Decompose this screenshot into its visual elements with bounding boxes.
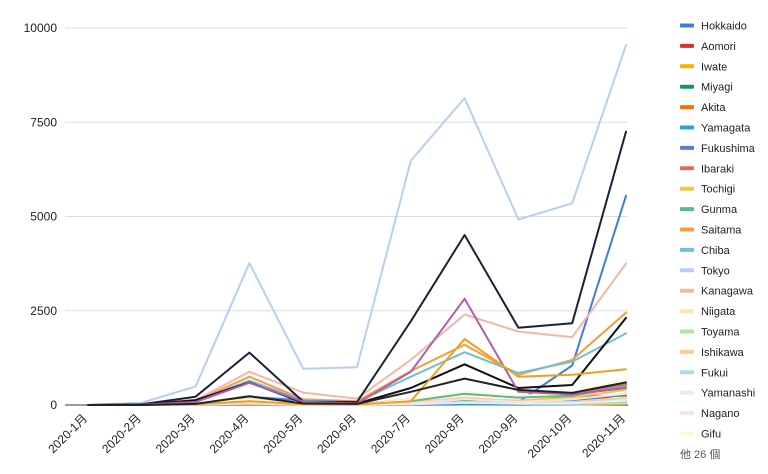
legend-label: Gunma [701, 204, 738, 216]
x-tick-label: 2020-5月 [261, 411, 306, 456]
series-line-unlabeled-25[interactable] [87, 377, 627, 406]
legend-swatch [680, 105, 694, 110]
legend-swatch [680, 268, 694, 273]
legend-item-gifu[interactable]: Gifu [680, 429, 721, 441]
legend-label: Chiba [701, 245, 731, 257]
x-tick-label: 2020-4月 [207, 411, 252, 456]
x-axis: 2020-1月 2020-2月 2020-3月 2020-4月 2020-5月 2020-… [45, 411, 628, 461]
legend-swatch [680, 227, 694, 232]
legend-swatch [680, 431, 694, 436]
legend-label: Fukui [701, 367, 728, 379]
y-tick-label: 0 [50, 398, 57, 412]
y-axis: 0 2500 5000 7500 10000 [24, 21, 58, 412]
legend-swatch [680, 329, 694, 334]
legend-swatch [680, 64, 694, 69]
legend-label: Yamagata [701, 123, 751, 135]
legend-label: Ishikawa [701, 347, 745, 359]
legend-item-saitama[interactable]: Saitama [680, 225, 742, 237]
legend-item-kanagawa[interactable]: Kanagawa [680, 286, 754, 298]
legend-item-yamanashi[interactable]: Yamanashi [680, 388, 755, 400]
legend-swatch [680, 370, 694, 375]
x-tick-label: 2020-8月 [422, 411, 467, 456]
y-tick-label: 2500 [30, 304, 57, 318]
y-tick-label: 5000 [30, 210, 57, 224]
legend-label: Tochigi [701, 184, 735, 196]
legend-swatch [680, 390, 694, 395]
series-line-hokkaido[interactable] [87, 194, 627, 406]
legend-swatch [680, 23, 694, 28]
legend-label: Gifu [701, 429, 721, 441]
x-tick-label: 2020-11月 [579, 411, 628, 460]
legend-item-tokyo[interactable]: Tokyo [680, 265, 730, 277]
legend-label: Nagano [701, 408, 740, 420]
x-tick-label: 2020-2月 [99, 411, 144, 456]
legend-item-akita[interactable]: Akita [680, 102, 726, 114]
legend-item-gunma[interactable]: Gunma [680, 204, 738, 216]
legend-label: Hokkaido [701, 21, 747, 33]
x-tick-label: 2020-3月 [153, 411, 198, 456]
legend-label: Toyama [701, 327, 740, 339]
legend-swatch [680, 43, 694, 48]
x-tick-label: 2020-6月 [314, 411, 359, 456]
x-tick-label: 2020-7月 [368, 411, 413, 456]
legend-label: Ibaraki [701, 163, 734, 175]
legend-label: Saitama [701, 225, 742, 237]
legend-label: Akita [701, 102, 726, 114]
legend-swatch [680, 84, 694, 89]
legend-item-ishikawa[interactable]: Ishikawa [680, 347, 745, 359]
x-tick-label: 2020-9月 [476, 411, 521, 456]
legend-swatch [680, 349, 694, 354]
gridlines [65, 27, 628, 406]
legend-swatch [680, 166, 694, 171]
legend-more-link[interactable]: 他 26 個 [680, 448, 720, 461]
legend-item-iwate[interactable]: Iwate [680, 61, 727, 73]
legend-item-hokkaido[interactable]: Hokkaido [680, 21, 747, 33]
legend-item-fukushima[interactable]: Fukushima [680, 143, 756, 155]
x-tick-label: 2020-10月 [525, 411, 575, 461]
y-tick-label: 10000 [24, 21, 58, 35]
legend-swatch [680, 145, 694, 150]
legend-item-chiba[interactable]: Chiba [680, 245, 731, 257]
legend-item-ibaraki[interactable]: Ibaraki [680, 163, 734, 175]
series-lines [87, 44, 627, 406]
legend-swatch [680, 411, 694, 416]
legend-swatch [680, 309, 694, 314]
legend-item-fukui[interactable]: Fukui [680, 367, 728, 379]
legend-item-aomori[interactable]: Aomori [680, 41, 736, 53]
legend-label: Kanagawa [701, 286, 754, 298]
legend-swatch [680, 247, 694, 252]
legend-label: Miyagi [701, 82, 733, 94]
x-tick-label: 2020-1月 [45, 411, 90, 456]
legend-item-toyama[interactable]: Toyama [680, 327, 740, 339]
legend-swatch [680, 288, 694, 293]
series-line-unlabeled-21[interactable] [87, 130, 627, 406]
series-line-unlabeled-23[interactable] [87, 297, 627, 406]
legend-item-yamagata[interactable]: Yamagata [680, 123, 751, 135]
legend-item-niigata[interactable]: Niigata [680, 306, 736, 318]
legend-swatch [680, 186, 694, 191]
legend-label: Niigata [701, 306, 736, 318]
legend-label: Fukushima [701, 143, 756, 155]
legend-swatch [680, 125, 694, 130]
legend-label: Yamanashi [701, 388, 755, 400]
legend-label: Aomori [701, 41, 736, 53]
legend-item-nagano[interactable]: Nagano [680, 408, 740, 420]
legend-label: Tokyo [701, 265, 730, 277]
legend-item-tochigi[interactable]: Tochigi [680, 184, 735, 196]
series-line-tokyo[interactable] [87, 44, 627, 406]
legend[interactable]: Hokkaido Aomori Iwate Miyagi Akita Yamagata Fu… [680, 21, 756, 461]
legend-item-miyagi[interactable]: Miyagi [680, 82, 733, 94]
legend-swatch [680, 207, 694, 212]
legend-label: Iwate [701, 61, 727, 73]
y-tick-label: 7500 [30, 115, 57, 129]
